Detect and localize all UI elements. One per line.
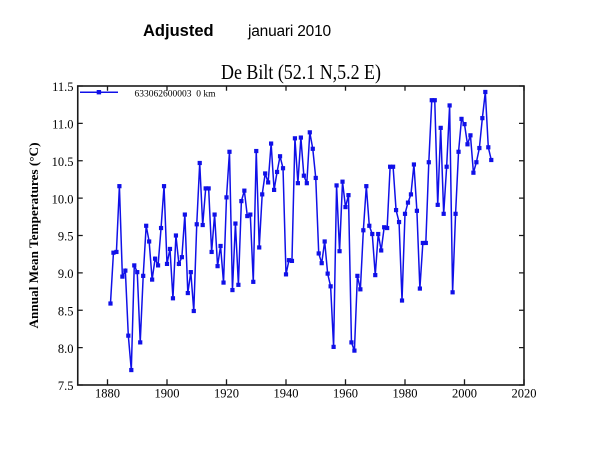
svg-text:1960: 1960: [333, 387, 358, 401]
svg-text:1920: 1920: [214, 387, 239, 401]
svg-text:1940: 1940: [274, 387, 299, 401]
svg-text:Annual Mean Temperatures (°C): Annual Mean Temperatures (°C): [26, 143, 41, 329]
svg-text:januari 2010: januari 2010: [247, 23, 331, 40]
svg-text:8.5: 8.5: [58, 304, 74, 318]
svg-text:1980: 1980: [393, 387, 418, 401]
svg-text:2000: 2000: [452, 387, 477, 401]
svg-text:10.5: 10.5: [52, 155, 74, 169]
svg-text:7.5: 7.5: [58, 379, 74, 393]
svg-text:633062600003 0 km: 633062600003 0 km: [135, 90, 217, 100]
svg-text:2020: 2020: [512, 387, 537, 401]
svg-text:11.0: 11.0: [52, 118, 73, 132]
svg-text:1880: 1880: [95, 387, 120, 401]
svg-text:9.5: 9.5: [58, 230, 74, 244]
svg-text:8.0: 8.0: [58, 342, 74, 356]
svg-text:10.0: 10.0: [52, 192, 74, 206]
svg-text:Adjusted: Adjusted: [143, 22, 214, 40]
svg-text:9.0: 9.0: [58, 267, 74, 281]
svg-text:1900: 1900: [155, 387, 180, 401]
svg-text:11.5: 11.5: [52, 80, 73, 94]
svg-text:De Bilt (52.1 N,5.2 E): De Bilt (52.1 N,5.2 E): [221, 60, 381, 84]
